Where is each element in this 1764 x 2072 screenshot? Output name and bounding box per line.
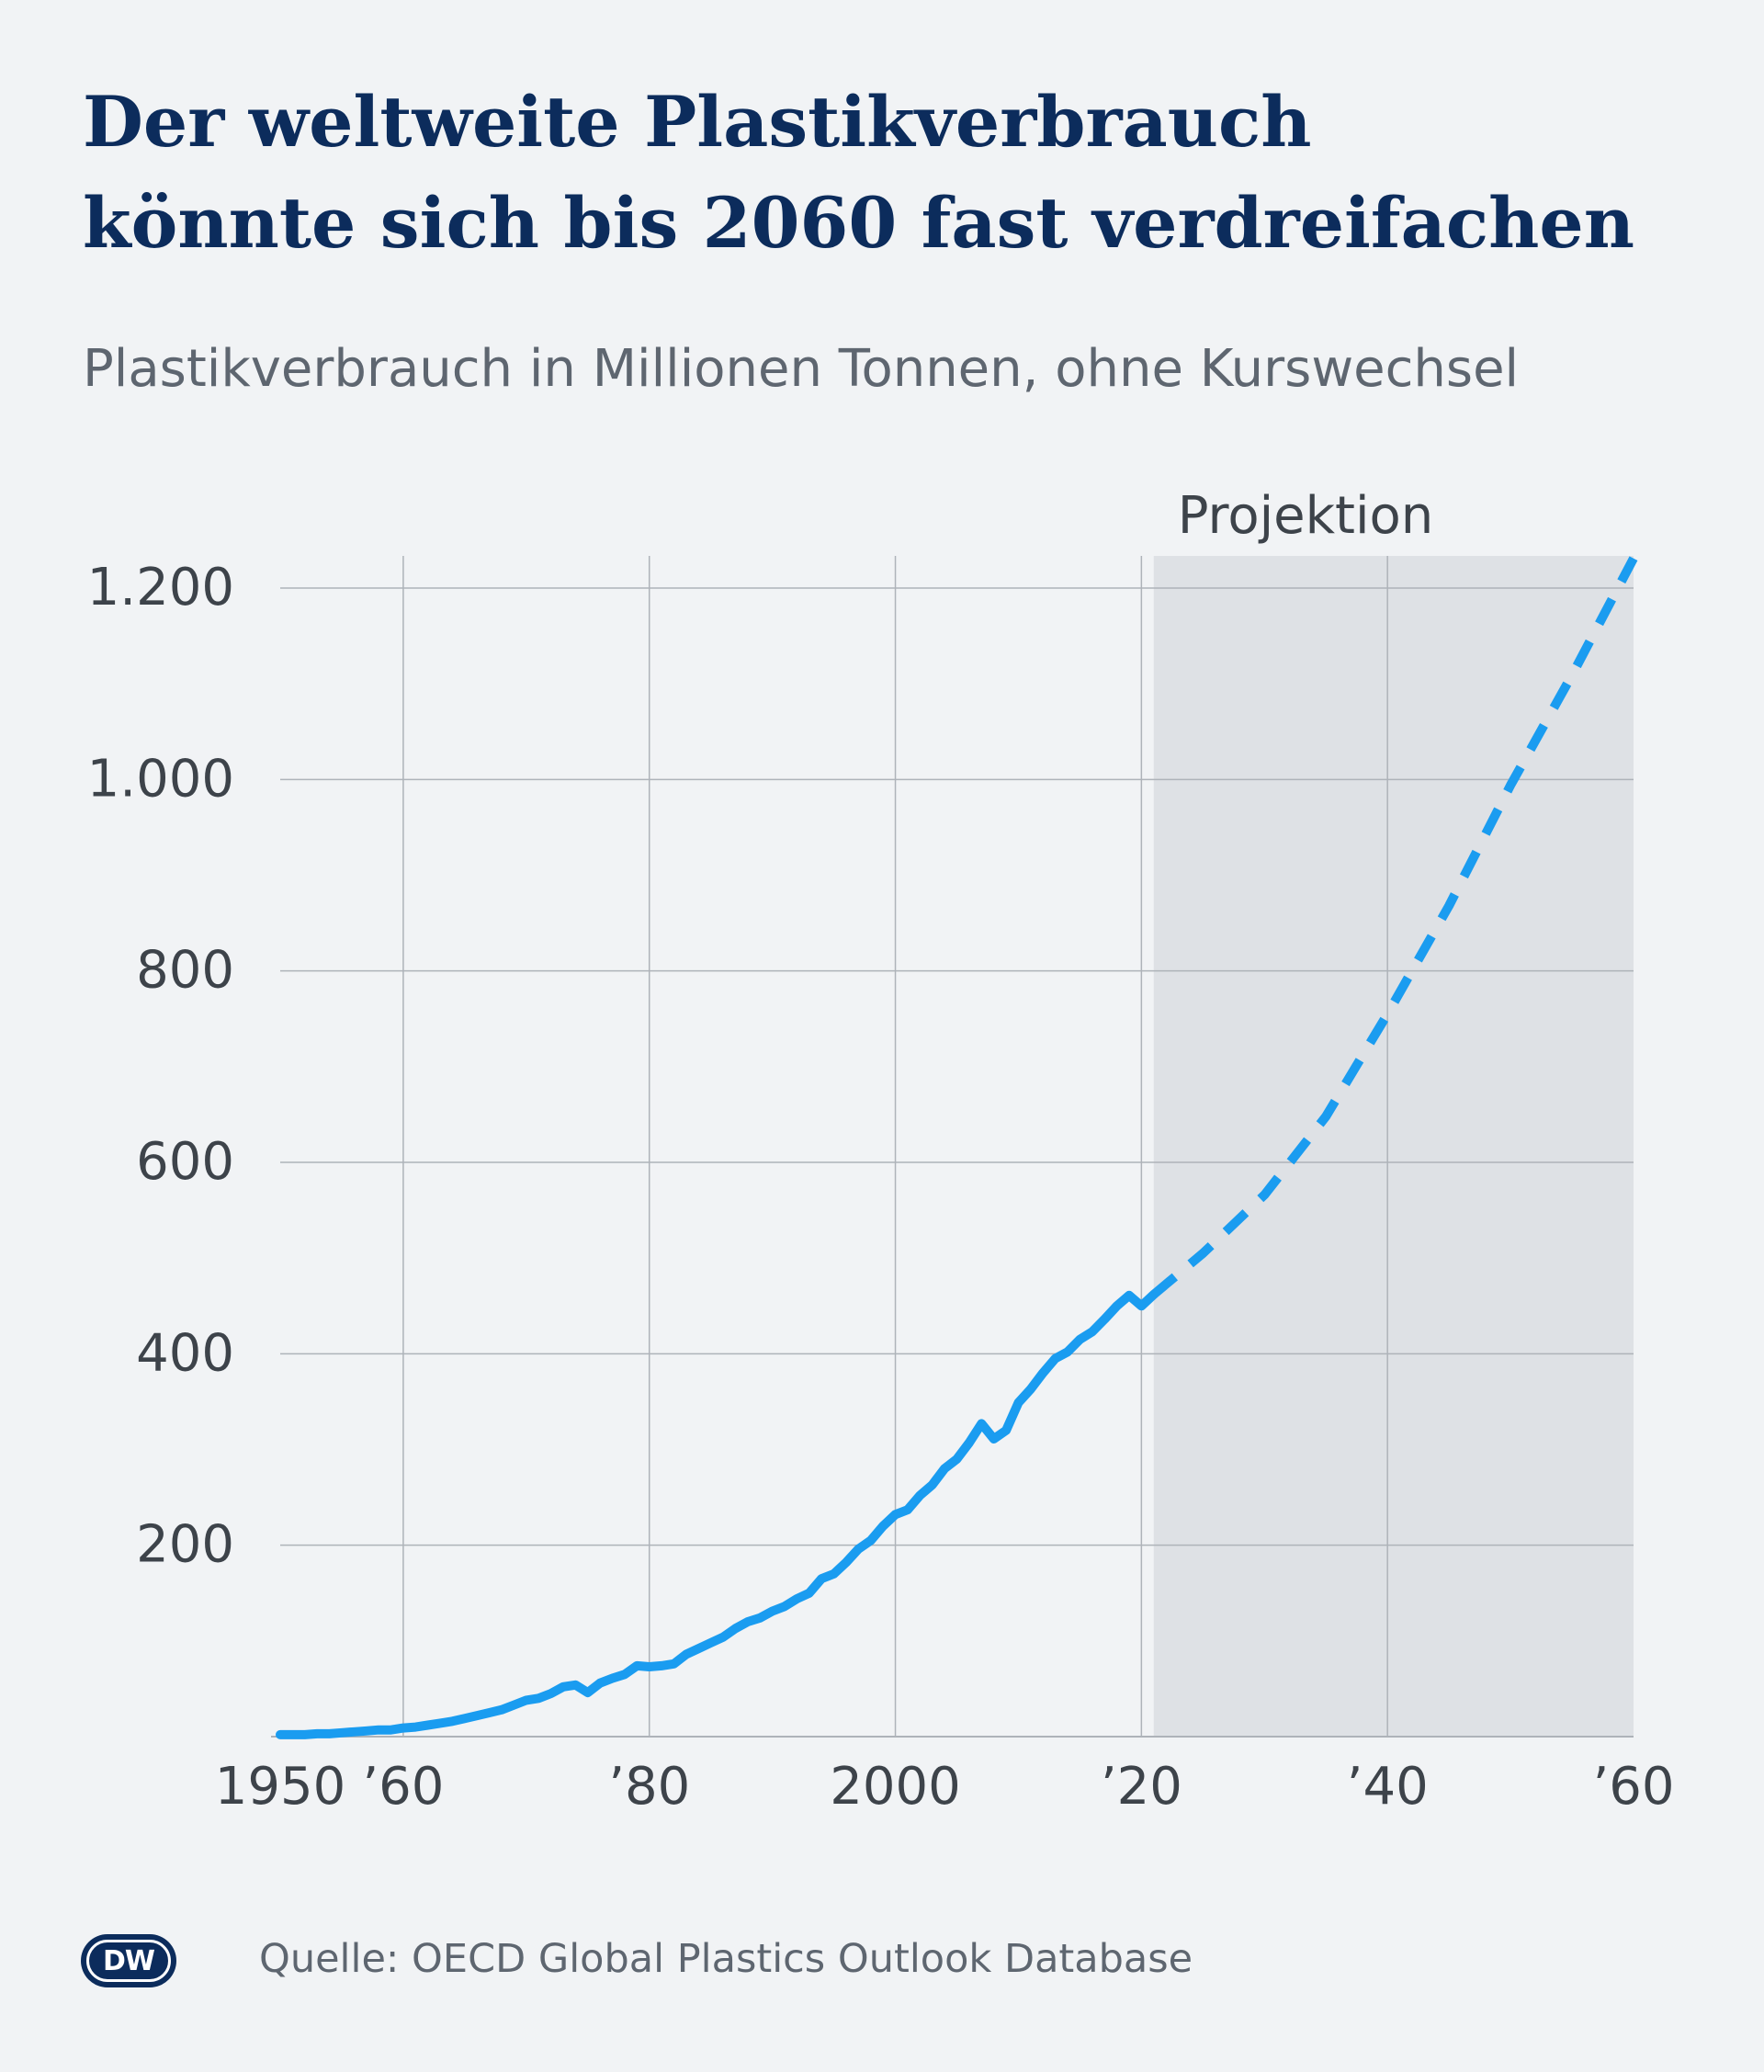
projection-label: Projektion [1178, 486, 1434, 546]
x-tick-label: ’60 [1592, 1757, 1674, 1817]
title-line-2: könnte sich bis 2060 fast verdreifachen [83, 182, 1634, 264]
x-tick-label: 2000 [830, 1757, 961, 1817]
dw-logo-letters: DW [103, 1944, 155, 1977]
chart-subtitle: Plastikverbrauch in Millionen Tonnen, oh… [83, 339, 1520, 399]
x-tick-label: ’60 [362, 1757, 444, 1817]
x-tick-label: ’20 [1101, 1757, 1182, 1817]
dw-logo: DW [81, 1934, 176, 1987]
projection-band [1153, 556, 1634, 1737]
line-chart: Projektion 200 400 600 800 1.000 1.200 1950 ’60 ’… [87, 486, 1675, 1817]
source-note: Quelle: OECD Global Plastics Outlook Dat… [259, 1936, 1193, 1982]
y-tick-label: 600 [136, 1132, 234, 1192]
title-line-1: Der weltweite Plastikverbrauch [83, 81, 1312, 163]
y-tick-label: 800 [136, 941, 234, 1001]
dw-logo-ring [86, 1940, 171, 1982]
historical-series-line [276, 1289, 1159, 1739]
x-tick-label: 1950 [215, 1757, 346, 1817]
x-tick-label: ’80 [608, 1757, 690, 1817]
y-tick-label: 400 [136, 1323, 234, 1383]
chart-title: Der weltweite Plastikverbrauch könnte si… [83, 72, 1718, 274]
y-tick-label: 1.200 [87, 558, 234, 617]
y-tick-label: 1.000 [87, 749, 234, 809]
x-tick-label: ’40 [1347, 1757, 1429, 1817]
y-tick-label: 200 [136, 1515, 234, 1575]
